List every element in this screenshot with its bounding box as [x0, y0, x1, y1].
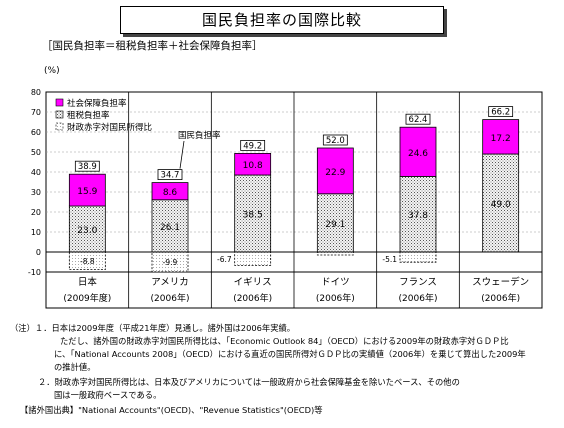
bar-deficit — [234, 251, 272, 266]
social-value-label: 22.9 — [325, 168, 345, 178]
bar-social-security — [316, 147, 354, 195]
category-year-label: (2006年) — [316, 292, 355, 304]
total-value-label: 52.0 — [326, 136, 345, 146]
y-tick-label: 40 — [31, 168, 41, 177]
social-value-label: 17.2 — [491, 134, 511, 144]
total-label-box — [322, 134, 348, 146]
social-value-label: 15.9 — [77, 187, 97, 197]
category-year-label: (2006年) — [481, 292, 520, 304]
legend-label: 租税負担率 — [67, 110, 110, 121]
y-tick-label: 80 — [31, 88, 41, 97]
social-value-label: 24.6 — [408, 149, 428, 159]
category-label: スウェーデン — [472, 276, 529, 288]
tax-value-label: 23.0 — [77, 226, 97, 236]
social-value-label: 10.8 — [243, 161, 263, 171]
legend-swatch — [55, 110, 64, 119]
deficit-value-label: -5.1 — [382, 255, 397, 264]
note-line-6: 国は一般政府ベースである。 — [54, 390, 162, 400]
total-value-label: 62.4 — [409, 115, 428, 125]
legend-swatch — [55, 122, 64, 131]
social-value-label: 8.6 — [163, 188, 178, 198]
y-tick-label: 20 — [31, 208, 41, 217]
deficit-value-label: -6.7 — [217, 255, 232, 264]
tax-value-label: 26.1 — [160, 223, 180, 233]
bar-deficit — [399, 251, 437, 263]
total-label-box — [405, 113, 431, 125]
total-label-box — [74, 160, 100, 172]
footnotes: （注）１．日本は2009年度（平成21年度）見通し。諸外国は2006年実績。 た… — [10, 322, 555, 417]
deficit-value-label: -9.9 — [163, 258, 178, 267]
y-tick-label: 60 — [31, 128, 41, 137]
formula-note: ［国民負担率＝租税負担率＋社会保障負担率］ — [42, 40, 263, 52]
total-value-label: 38.9 — [78, 162, 97, 172]
tax-value-label: 49.0 — [491, 200, 511, 210]
y-tick-label: 30 — [31, 188, 41, 197]
bar-social-security — [482, 119, 520, 155]
category-year-label: (2006年) — [151, 292, 190, 304]
deficit-value-label: -8.8 — [80, 257, 95, 266]
category-label: アメリカ — [151, 277, 189, 288]
legend-label: 社会保障負担率 — [67, 98, 127, 109]
callout-leader — [179, 140, 185, 169]
y-tick-label: 0 — [36, 248, 41, 257]
category-label: 日本 — [78, 276, 98, 288]
tax-value-label: 38.5 — [243, 211, 263, 221]
note-line-3: に、「National Accounts 2008」（OECD）における直近の国… — [54, 349, 526, 359]
legend-label: 財政赤字対国民所得比 — [67, 122, 152, 133]
total-label-box — [157, 169, 183, 181]
note-line-1: （注）１．日本は2009年度（平成21年度）見通し。諸外国は2006年実績。 — [10, 323, 296, 333]
y-tick-label: 10 — [31, 228, 41, 237]
total-value-label: 49.2 — [243, 141, 262, 151]
chart-title: 国民負担率の国際比較 — [120, 6, 444, 34]
legend-swatch — [55, 98, 64, 107]
bar-tax — [399, 175, 437, 253]
total-value-label: 34.7 — [161, 171, 180, 181]
tax-value-label: 37.8 — [408, 211, 428, 221]
y-tick-label: -10 — [28, 268, 41, 277]
category-label: ドイツ — [321, 277, 350, 288]
total-label-box — [488, 106, 514, 117]
bar-tax — [316, 193, 354, 253]
bar-social-security — [399, 126, 437, 177]
bar-social-security — [151, 182, 189, 201]
y-tick-label: 50 — [31, 148, 41, 157]
note-line-5: ２．財政赤字対国民所得比は、日本及びアメリカについては一般政府から社会保障基金を… — [38, 377, 460, 387]
bar-social-security — [68, 173, 106, 207]
category-label: フランス — [399, 277, 437, 288]
note-line-2: ただし、諸外国の財政赤字対国民所得比は、「Economic Outlook 84… — [60, 336, 509, 346]
y-axis-unit: (%) — [44, 66, 60, 76]
note-line-4: の推計値。 — [54, 362, 96, 372]
source-note: 【諸外国出典】"National Accounts"(OECD)、"Revenu… — [20, 405, 323, 415]
callout-label: 国民負担率 — [178, 130, 221, 141]
bar-tax — [68, 205, 106, 253]
total-label-box — [240, 139, 266, 151]
bar-social-security — [234, 152, 272, 176]
category-year-label: (2006年) — [233, 292, 272, 304]
category-label: イギリス — [234, 277, 272, 288]
category-year-label: (2006年) — [399, 292, 438, 304]
y-tick-label: 70 — [31, 108, 41, 117]
total-value-label: 66.2 — [491, 108, 510, 118]
category-year-label: (2009年度) — [63, 292, 111, 304]
tax-value-label: 29.1 — [325, 220, 345, 230]
